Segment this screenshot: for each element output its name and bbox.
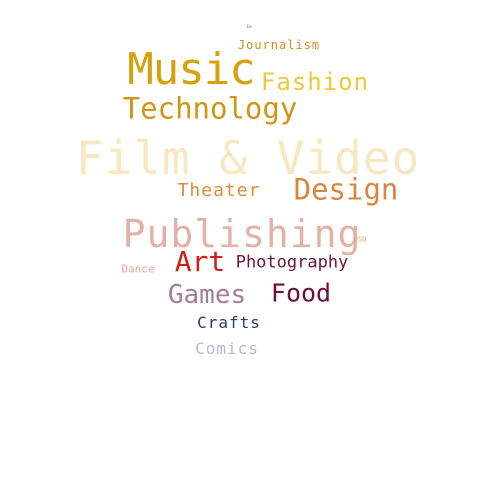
word-design: Design [293,172,399,207]
word-film-video: Film & Video [75,131,421,185]
word-art: Art [174,245,226,278]
word-fashion: Fashion [260,68,370,96]
word-comics: Comics [195,339,259,358]
word-theater: Theater [177,180,261,201]
word-technology: Technology [122,91,298,126]
word-photography: Photography [235,252,349,273]
word-games: Games [167,280,247,310]
word-tiny: Em [246,24,252,29]
word-crafts: Crafts [197,313,261,332]
word-dance: Dance [121,262,155,276]
word-food: Food [270,278,332,308]
word-music: Music [127,44,255,95]
word-journalism: Journalism [237,38,321,52]
word-publishing: Publishing [122,212,362,256]
word-usd: USD [353,235,367,244]
